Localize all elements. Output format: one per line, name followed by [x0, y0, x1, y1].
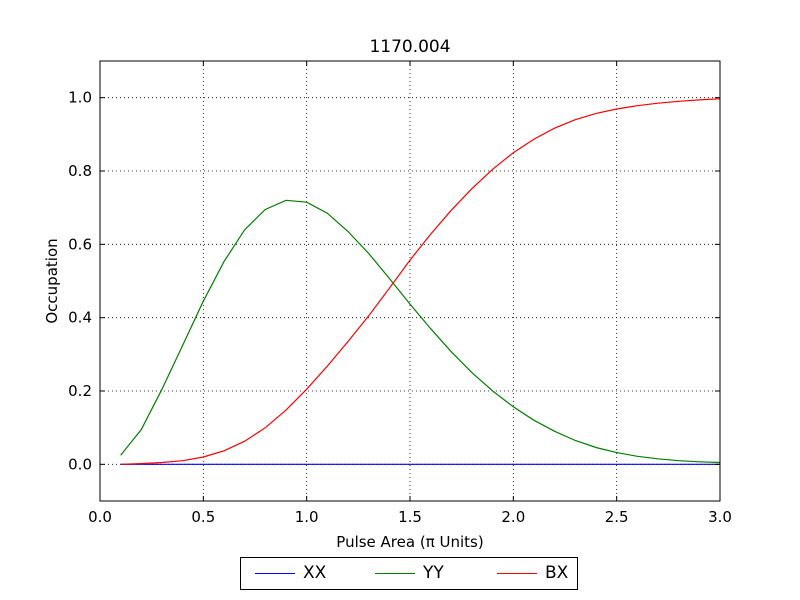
x-tick-label: 1.0: [295, 508, 319, 526]
x-tick-label: 0.5: [191, 508, 215, 526]
y-tick-label: 0.6: [68, 235, 92, 253]
x-tick-label: 3.0: [708, 508, 732, 526]
legend-swatch-bx: [497, 573, 537, 574]
x-tick-label: 0.0: [88, 508, 112, 526]
chart-title: 1170.004: [369, 37, 450, 57]
legend: XX YY BX: [240, 557, 578, 590]
x-axis-label: Pulse Area (π Units): [336, 533, 483, 551]
legend-label-xx: XX: [303, 563, 327, 583]
y-axis-label: Occupation: [43, 238, 61, 323]
series-line-yy: [120, 199, 721, 464]
x-tick-label: 2.5: [605, 508, 629, 526]
series-line-bx: [120, 98, 721, 465]
y-tick-label: 0.2: [68, 382, 92, 400]
axis-ticks: 0.0 0.5 1.0 1.5 2.0 2.5 3.0 0.0 0.2 0.4 0.6 0.8 1.0: [68, 61, 732, 526]
legend-label-bx: BX: [545, 563, 569, 583]
y-tick-label: 0.0: [68, 455, 92, 473]
series-layer: [120, 98, 721, 465]
legend-label-yy: YY: [423, 563, 444, 583]
x-tick-label: 2.0: [501, 508, 525, 526]
x-tick-label: 1.5: [398, 508, 422, 526]
legend-swatch-yy: [375, 573, 415, 574]
y-tick-label: 0.8: [68, 162, 92, 180]
y-tick-label: 0.4: [68, 309, 92, 327]
y-tick-label: 1.0: [68, 89, 92, 107]
legend-swatch-xx: [255, 573, 295, 574]
grid-lines: [99, 61, 721, 501]
